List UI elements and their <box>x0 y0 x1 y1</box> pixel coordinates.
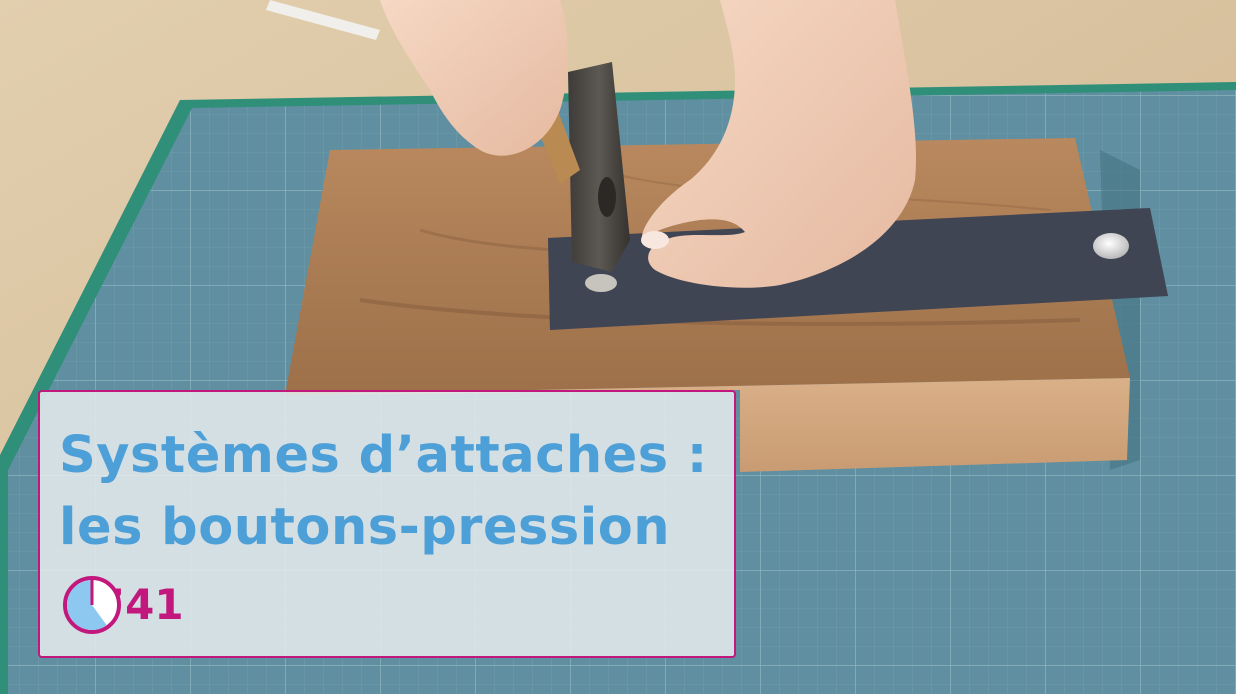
title-card: Systèmes d’attaches : les boutons-pressi… <box>38 390 736 658</box>
title-line-1: Systèmes d’attaches : <box>59 426 708 485</box>
clock-elapsed-wedge <box>67 580 107 630</box>
clock-pie-icon <box>63 576 121 634</box>
duration-row: 1’41 <box>62 575 184 635</box>
title-line-2: les boutons-pression <box>59 498 671 557</box>
